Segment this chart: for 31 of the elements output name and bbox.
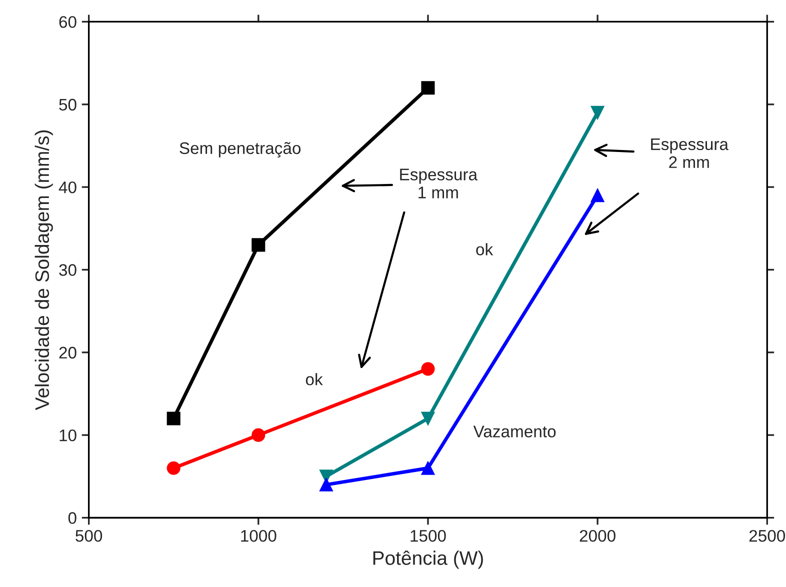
y-tick-label: 50 [59, 98, 76, 111]
annotation: Espessura 2 mm [651, 138, 728, 168]
point [252, 428, 266, 442]
point [421, 461, 435, 475]
x-tick-label: 1000 [241, 530, 276, 542]
x-axis-title: Potência (W) [373, 550, 483, 569]
point [166, 412, 180, 426]
y-tick-label: 30 [59, 264, 76, 276]
point [252, 238, 266, 252]
point [590, 188, 604, 202]
point [421, 81, 435, 95]
y-axis-title: Velocidade de Soldagem (mm/s) [34, 130, 53, 410]
annotation: ok [476, 243, 494, 256]
y-tick-label: 60 [59, 16, 76, 28]
point [421, 362, 435, 376]
point [166, 461, 180, 475]
annotation: Espessura 1 mm [400, 168, 478, 198]
y-tick-label: 20 [59, 346, 76, 359]
annotation: ok [306, 373, 323, 386]
y-tick-label: 40 [58, 181, 76, 194]
point [421, 412, 435, 426]
annotation: Sem penetração [180, 142, 301, 158]
x-tick-label: 500 [76, 530, 102, 542]
x-tick-label: 2000 [580, 530, 616, 542]
x-tick-label: 1500 [410, 530, 446, 542]
annotation: Vazamento [473, 426, 556, 438]
point [590, 106, 604, 120]
x-tick-label: 2500 [749, 530, 786, 542]
point [319, 478, 333, 492]
y-tick-label: 10 [60, 429, 76, 442]
y-tick-label: 0 [68, 512, 76, 524]
